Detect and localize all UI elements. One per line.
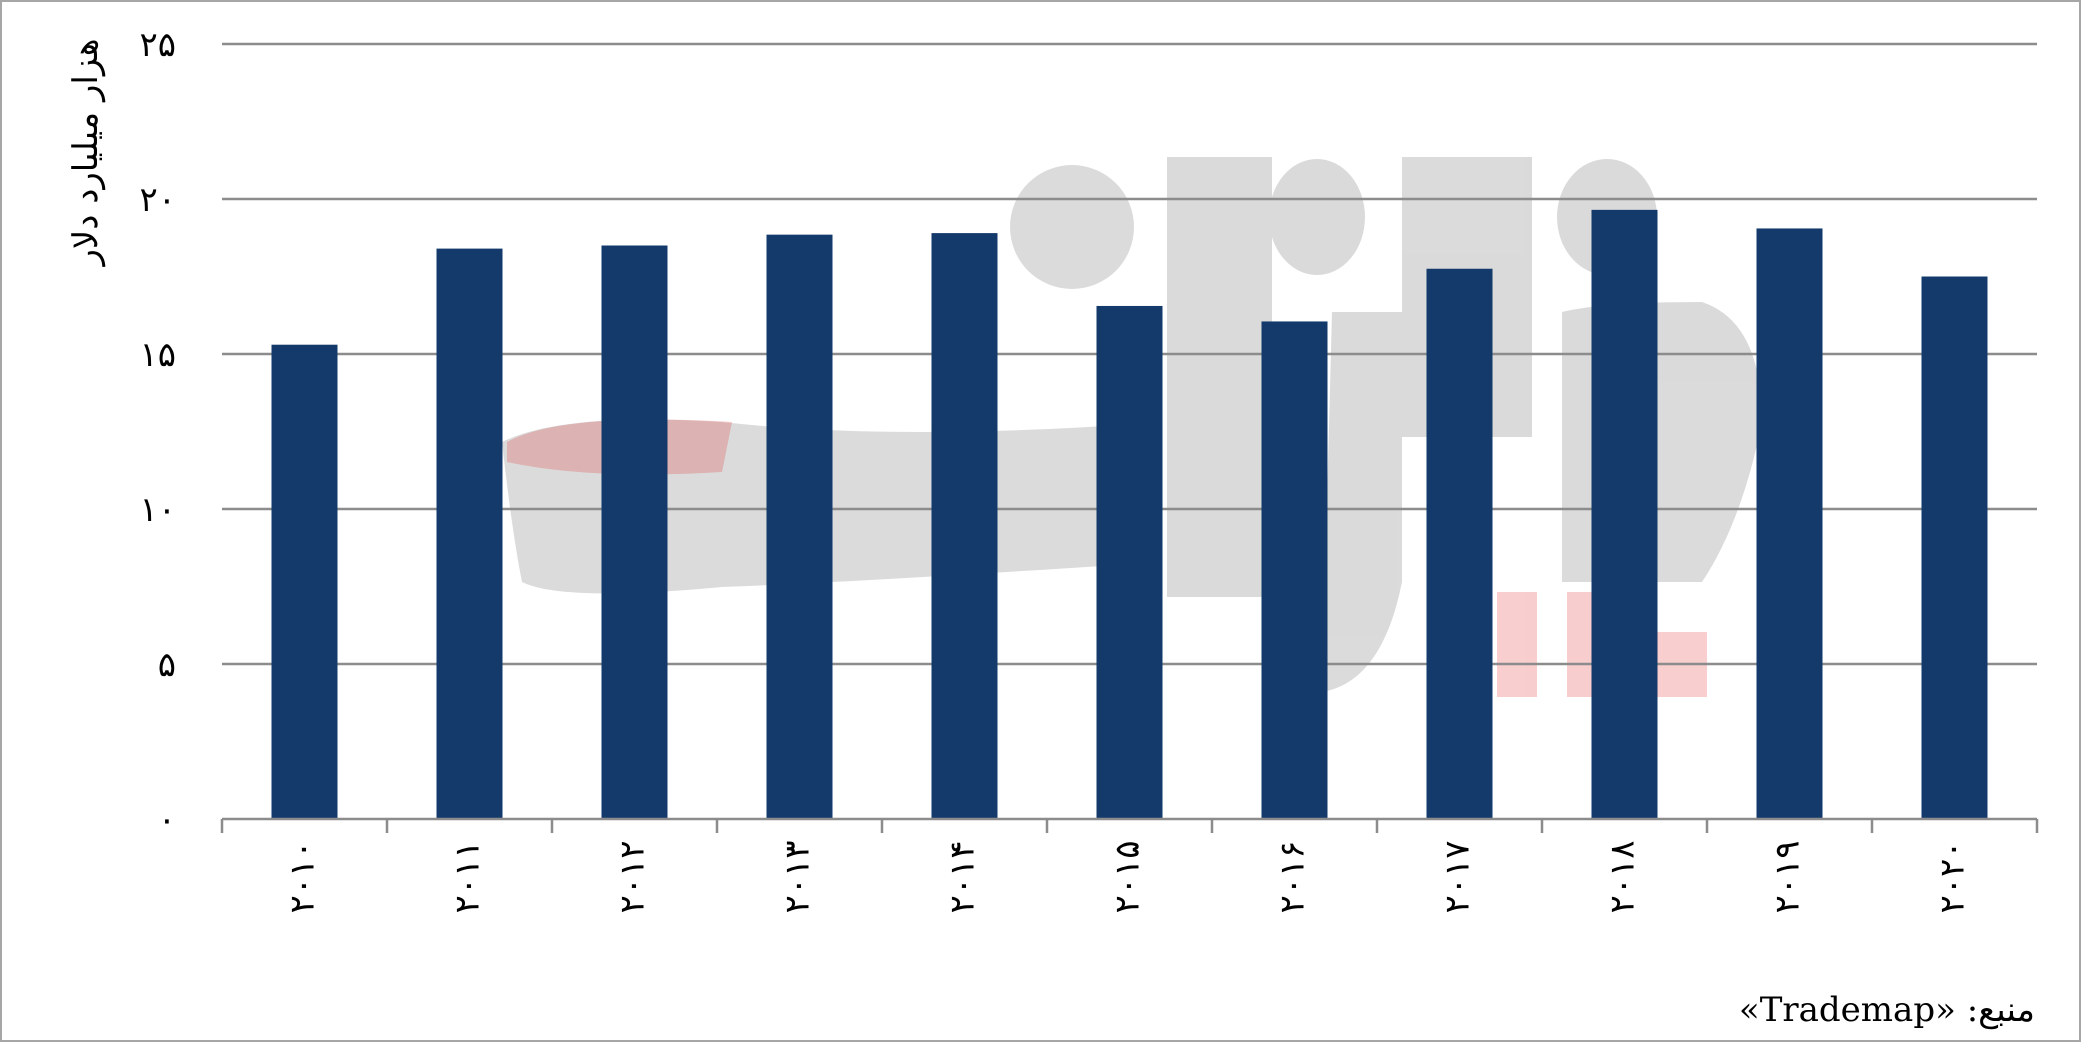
bar-6: [1261, 321, 1328, 819]
bar-series: [271, 209, 1988, 820]
y-tick-labels: ۰ ۵ ۱۰ ۱۵ ۲۰ ۲۵: [139, 25, 176, 840]
x-tick-labels: ۲۰۱۰ ۲۰۱۱ ۲۰۱۲ ۲۰۱۳ ۲۰۱۴ ۲۰۱۵ ۲۰۱۶ ۲۰۱۷ ۲۰۱۸ ۲۰۱۹…: [283, 840, 1973, 913]
x-tick-label: ۲۰۱۰: [283, 840, 323, 913]
y-axis-label: هزار میلیارد دلار: [66, 38, 106, 266]
bar-1: [436, 248, 503, 820]
source-note: منبع: «Trademap»: [1738, 990, 2035, 1030]
bar-3: [766, 234, 833, 819]
bar-10: [1921, 276, 1988, 819]
x-axis: [220, 817, 2039, 833]
y-tick-label: ۰: [158, 800, 176, 840]
x-tick-label: ۲۰۱۱: [448, 840, 488, 913]
x-tick-label: ۲۰۱۲: [613, 840, 653, 913]
x-tick-label: ۲۰۱۸: [1603, 840, 1643, 913]
bar-8: [1591, 209, 1658, 820]
bar-4: [931, 233, 998, 820]
x-tick-label: ۲۰۱۷: [1438, 840, 1478, 913]
x-tick-label: ۲۰۱۴: [943, 840, 983, 913]
y-tick-label: ۲۵: [139, 25, 176, 65]
x-tick-label: ۲۰۱۶: [1273, 840, 1313, 913]
y-tick-label: ۱۰: [139, 490, 176, 530]
bar-9: [1756, 228, 1823, 819]
bar-2: [601, 245, 668, 819]
bar-0: [271, 344, 338, 819]
x-tick-label: ۲۰۱۵: [1108, 840, 1148, 913]
x-tick-label: ۲۰۲۰: [1933, 840, 1973, 913]
bar-5: [1096, 305, 1163, 819]
y-tick-label: ۲۰: [139, 180, 176, 220]
bar-7: [1426, 268, 1493, 819]
y-tick-label: ۵: [158, 645, 176, 685]
y-tick-label: ۱۵: [139, 335, 176, 375]
x-tick-label: ۲۰۱۳: [778, 840, 818, 913]
x-tick-label: ۲۰۱۹: [1768, 840, 1808, 913]
